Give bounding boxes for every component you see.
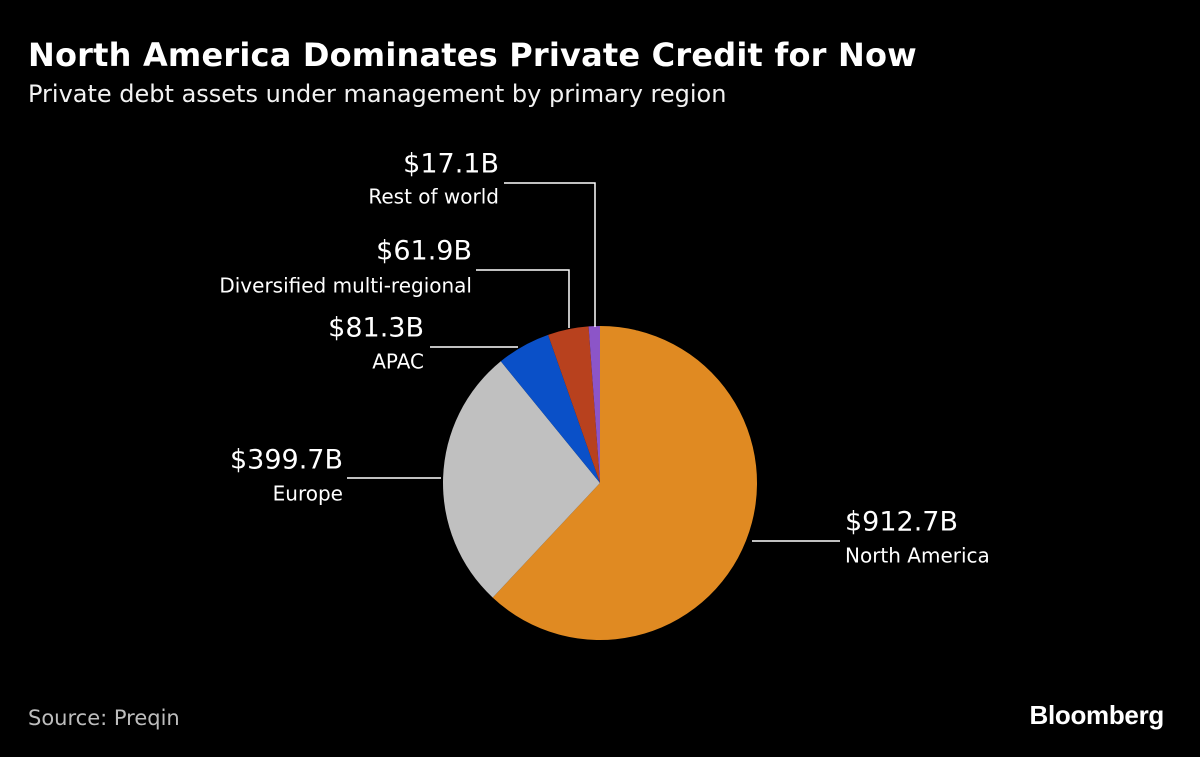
pie-slice-europe <box>443 361 600 598</box>
value-label-north-america: $912.7B <box>845 507 958 538</box>
pie-slice-rest-of-world <box>588 326 600 483</box>
chart-subtitle: Private debt assets under management by … <box>28 80 727 108</box>
callout-line-rest-of-world <box>504 182 596 327</box>
category-label-rest-of-world: Rest of world <box>368 185 499 209</box>
value-label-europe: $399.7B <box>230 445 343 476</box>
source-note: Source: Preqin <box>28 706 180 730</box>
category-label-europe: Europe <box>273 482 343 506</box>
bloomberg-logo: Bloomberg <box>1029 700 1164 730</box>
category-label-apac: APAC <box>372 350 424 374</box>
callout-line-diversified-multi-regional <box>476 269 570 328</box>
pie-slice-apac <box>500 334 600 483</box>
category-label-north-america: North America <box>845 544 990 568</box>
pie-slice-diversified-multi-regional <box>548 326 600 483</box>
category-label-diversified-multi-regional: Diversified multi-regional <box>219 274 472 298</box>
value-label-rest-of-world: $17.1B <box>403 149 499 180</box>
pie-slice-north-america <box>492 326 758 640</box>
value-label-apac: $81.3B <box>328 313 424 344</box>
chart-title: North America Dominates Private Credit f… <box>28 36 917 74</box>
value-label-diversified-multi-regional: $61.9B <box>376 236 472 267</box>
